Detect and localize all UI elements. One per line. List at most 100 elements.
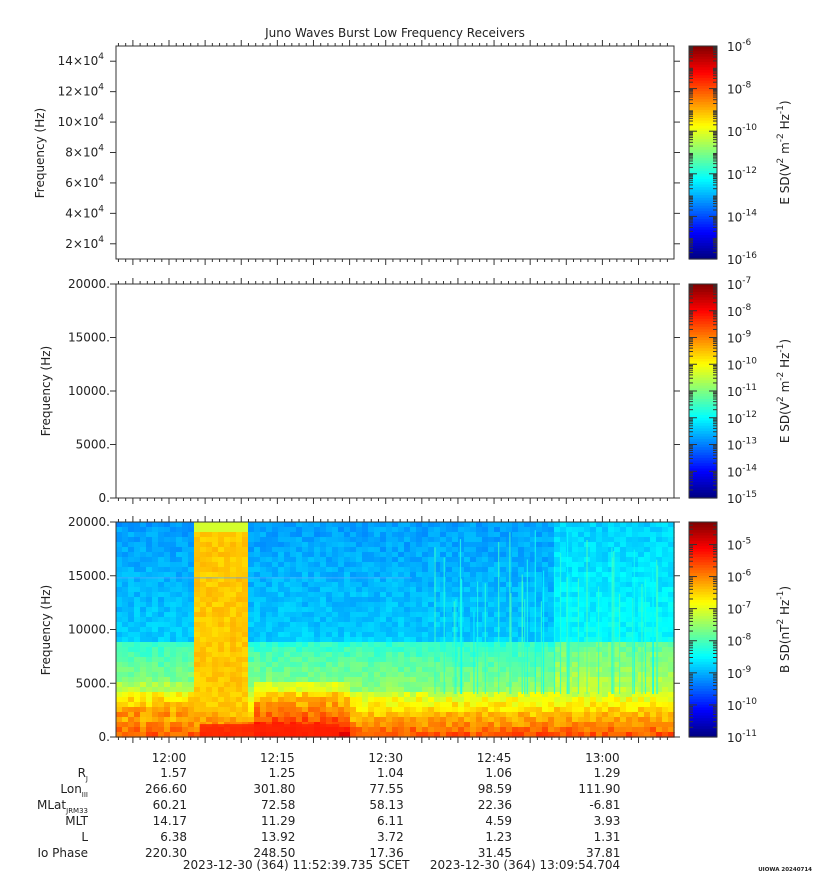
- spectrogram-cell: [230, 637, 237, 643]
- spectrogram-cell: [662, 642, 669, 648]
- spectrogram-cell: [206, 622, 213, 628]
- spectrogram-cell: [266, 542, 273, 548]
- spectrogram-cell: [398, 657, 405, 663]
- y-tick-label: 10000.: [68, 384, 110, 398]
- spectrogram-cell: [170, 687, 177, 693]
- spectrogram-cell: [560, 537, 567, 543]
- spectrogram-cell: [206, 707, 213, 713]
- spectrogram-cell: [548, 632, 555, 638]
- spectrogram-cell: [392, 552, 399, 558]
- spectrogram-cell: [398, 587, 405, 593]
- spectrogram-cell: [332, 637, 339, 643]
- spectrogram-cell: [152, 727, 159, 733]
- spectrogram-cell: [374, 567, 381, 573]
- spectrogram-cell: [446, 562, 453, 568]
- spectrogram-cell: [452, 562, 459, 568]
- spectrogram-cell: [392, 587, 399, 593]
- spectrogram-cell: [278, 702, 285, 708]
- spectrogram-cell: [482, 692, 489, 698]
- spectrogram-cell: [296, 642, 303, 648]
- spectrogram-cell: [440, 542, 447, 548]
- spectrogram-cell: [206, 607, 213, 613]
- spectrogram-cell: [620, 657, 627, 663]
- spectrogram-cell: [188, 662, 195, 668]
- spectrogram-cell: [650, 532, 657, 538]
- spectrogram-cell: [326, 687, 333, 693]
- spectrogram-cell: [494, 607, 501, 613]
- spectrogram-cell: [248, 652, 255, 658]
- spectrogram-cell: [440, 532, 447, 538]
- colorbar-tick-label: 10-12: [727, 166, 757, 182]
- spectrogram-cell: [386, 577, 393, 583]
- spectrogram-cell: [230, 617, 237, 623]
- spectrogram-cell: [122, 582, 129, 588]
- spectrogram-cell: [236, 532, 243, 538]
- spectrogram-cell: [260, 677, 267, 683]
- spectrogram-cell: [614, 732, 621, 738]
- spectrogram-cell: [590, 527, 597, 533]
- spectrogram-cell: [128, 547, 135, 553]
- spectrogram-cell: [176, 587, 183, 593]
- colorbar-segment: [689, 489, 717, 494]
- spectrogram-cell: [572, 677, 579, 683]
- spectrogram-cell: [404, 577, 411, 583]
- spectrogram-cell: [254, 617, 261, 623]
- spectrogram-cell: [284, 552, 291, 558]
- spectrogram-cell: [362, 707, 369, 713]
- spectrogram-cell: [572, 657, 579, 663]
- spectrogram-cell: [314, 637, 321, 643]
- spectrogram-cell: [476, 572, 483, 578]
- spectrogram-cell: [644, 542, 651, 548]
- spectrogram-cell: [500, 637, 507, 643]
- spectrogram-cell: [386, 627, 393, 633]
- spectrogram-cell: [170, 522, 177, 528]
- colorbar-segment: [689, 452, 717, 456]
- spectrogram-cell: [656, 637, 663, 643]
- spectrogram-cell: [332, 542, 339, 548]
- spectrogram-cell: [614, 722, 621, 728]
- spectrogram-cell: [446, 527, 453, 533]
- spectrogram-cell: [614, 647, 621, 653]
- spectrogram-cell: [164, 707, 171, 713]
- spectrogram-cell: [194, 672, 201, 678]
- spectrogram-cell: [176, 607, 183, 613]
- spectrogram-cell: [386, 707, 393, 713]
- spectrogram-cell: [176, 727, 183, 733]
- spectrogram-cell: [314, 552, 321, 558]
- spectrogram-cell: [302, 682, 309, 688]
- spectrogram-cell: [548, 577, 555, 583]
- spectrogram-cell: [194, 622, 201, 628]
- spectrogram-cell: [248, 712, 255, 718]
- spectrogram-cell: [602, 642, 609, 648]
- colorbar-segment: [689, 377, 717, 381]
- colorbar-segment: [689, 412, 717, 416]
- spectrogram-cell: [356, 732, 363, 738]
- spectrogram-cell: [482, 707, 489, 713]
- spectrogram-cell: [524, 537, 531, 543]
- spectrogram-cell: [644, 637, 651, 643]
- spectrogram-cell: [308, 697, 315, 703]
- spectrogram-cell: [644, 717, 651, 723]
- spectrogram-cell: [158, 547, 165, 553]
- spectrogram-cell: [404, 607, 411, 613]
- spectrogram-cell: [242, 672, 249, 678]
- spectrogram-cell: [602, 542, 609, 548]
- spectrogram-cell: [500, 587, 507, 593]
- spectrogram-cell: [560, 632, 567, 638]
- spectrogram-cell: [158, 732, 165, 738]
- spectrogram-cell: [212, 607, 219, 613]
- spectrogram-cell: [260, 717, 267, 723]
- spectrogram-cell: [482, 547, 489, 553]
- spectrogram-cell: [542, 662, 549, 668]
- spectrogram-cell: [590, 542, 597, 548]
- spectrogram-cell: [272, 667, 279, 673]
- colorbar-segment: [689, 115, 717, 119]
- spectrogram-cell: [554, 627, 561, 633]
- spectrogram-cell: [614, 617, 621, 623]
- spectrogram-cell: [644, 687, 651, 693]
- spectrogram-cell: [182, 527, 189, 533]
- spectrogram-cell: [272, 597, 279, 603]
- colorbar-segment: [689, 235, 717, 239]
- spectrogram-cell: [182, 622, 189, 628]
- spectrogram-cell: [302, 702, 309, 708]
